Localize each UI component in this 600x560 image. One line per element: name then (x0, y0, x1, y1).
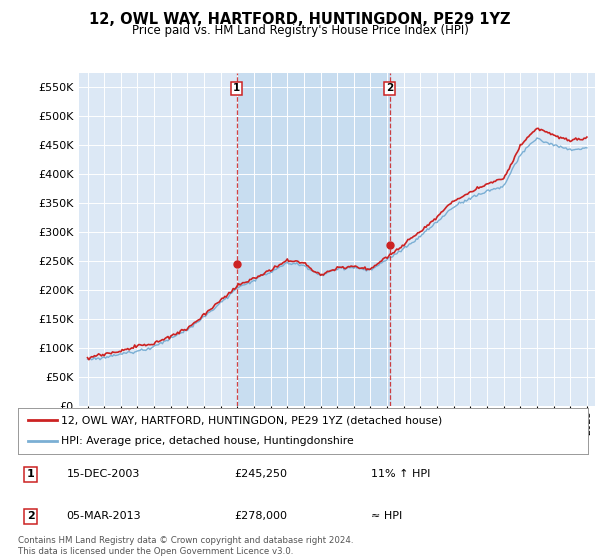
Text: £245,250: £245,250 (235, 469, 287, 479)
Text: 1: 1 (26, 469, 34, 479)
Text: 05-MAR-2013: 05-MAR-2013 (67, 511, 141, 521)
Text: £278,000: £278,000 (235, 511, 287, 521)
Bar (236, 73, 390, 406)
Text: 2: 2 (386, 83, 394, 94)
Text: Contains HM Land Registry data © Crown copyright and database right 2024.
This d: Contains HM Land Registry data © Crown c… (18, 536, 353, 556)
Text: 12, OWL WAY, HARTFORD, HUNTINGDON, PE29 1YZ (detached house): 12, OWL WAY, HARTFORD, HUNTINGDON, PE29 … (61, 415, 442, 425)
Text: 1: 1 (233, 83, 240, 94)
Text: 2: 2 (26, 511, 34, 521)
Text: 15-DEC-2003: 15-DEC-2003 (67, 469, 140, 479)
Text: ≈ HPI: ≈ HPI (371, 511, 403, 521)
Text: HPI: Average price, detached house, Huntingdonshire: HPI: Average price, detached house, Hunt… (61, 436, 353, 446)
Text: Price paid vs. HM Land Registry's House Price Index (HPI): Price paid vs. HM Land Registry's House … (131, 24, 469, 36)
Text: 12, OWL WAY, HARTFORD, HUNTINGDON, PE29 1YZ: 12, OWL WAY, HARTFORD, HUNTINGDON, PE29 … (89, 12, 511, 27)
Text: 11% ↑ HPI: 11% ↑ HPI (371, 469, 431, 479)
